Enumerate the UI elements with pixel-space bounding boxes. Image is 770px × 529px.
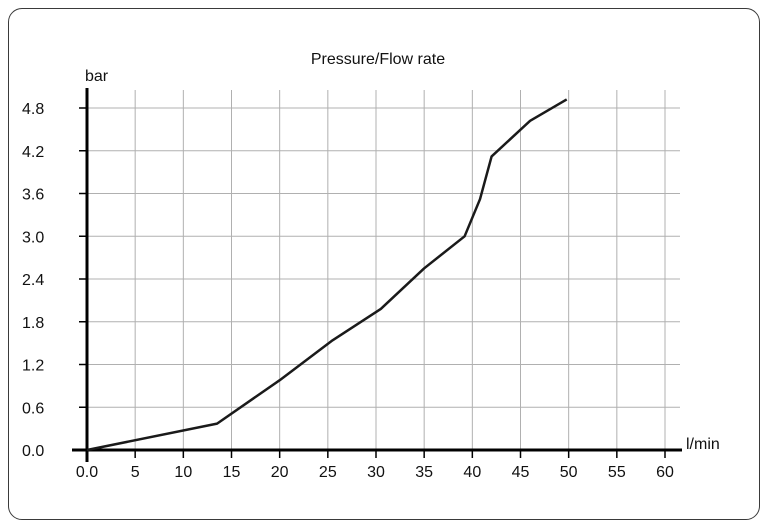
x-tick-label: 40 xyxy=(463,464,481,481)
chart-title: Pressure/Flow rate xyxy=(311,51,445,68)
y-tick-label: 0.6 xyxy=(22,400,44,417)
x-tick-label: 55 xyxy=(608,464,626,481)
y-tick-label: 3.0 xyxy=(22,229,44,246)
tick-labels: 0.0 5 10 15 20 25 30 35 40 45 50 55 60 0.0 0.6 1.2 1.8 2.… xyxy=(22,101,674,481)
y-tick-label: 4.2 xyxy=(22,144,44,161)
x-tick-label: 25 xyxy=(319,464,337,481)
grid xyxy=(87,90,680,450)
y-tick-label: 1.2 xyxy=(22,358,44,375)
x-tick-label: 60 xyxy=(656,464,674,481)
x-tick-label: 20 xyxy=(271,464,289,481)
y-tick-label: 2.4 xyxy=(22,272,44,289)
y-tick-label: 4.8 xyxy=(22,101,44,118)
series-line xyxy=(86,98,568,452)
y-tick-label: 0.0 xyxy=(22,443,44,460)
y-axis-title: bar xyxy=(85,68,109,85)
x-tick-label: 50 xyxy=(560,464,578,481)
x-tick-label: 45 xyxy=(512,464,530,481)
x-tick-label: 35 xyxy=(415,464,433,481)
x-axis-title: l/min xyxy=(686,436,720,453)
x-tick-label: 30 xyxy=(367,464,385,481)
y-tick-label: 3.6 xyxy=(22,187,44,204)
x-tick-label: 0.0 xyxy=(76,464,98,481)
y-tick-label: 1.8 xyxy=(22,315,44,332)
x-tick-label: 5 xyxy=(131,464,140,481)
x-tick-label: 15 xyxy=(223,464,241,481)
chart-frame xyxy=(8,8,760,520)
x-tick-label: 10 xyxy=(174,464,192,481)
axes xyxy=(72,88,682,462)
